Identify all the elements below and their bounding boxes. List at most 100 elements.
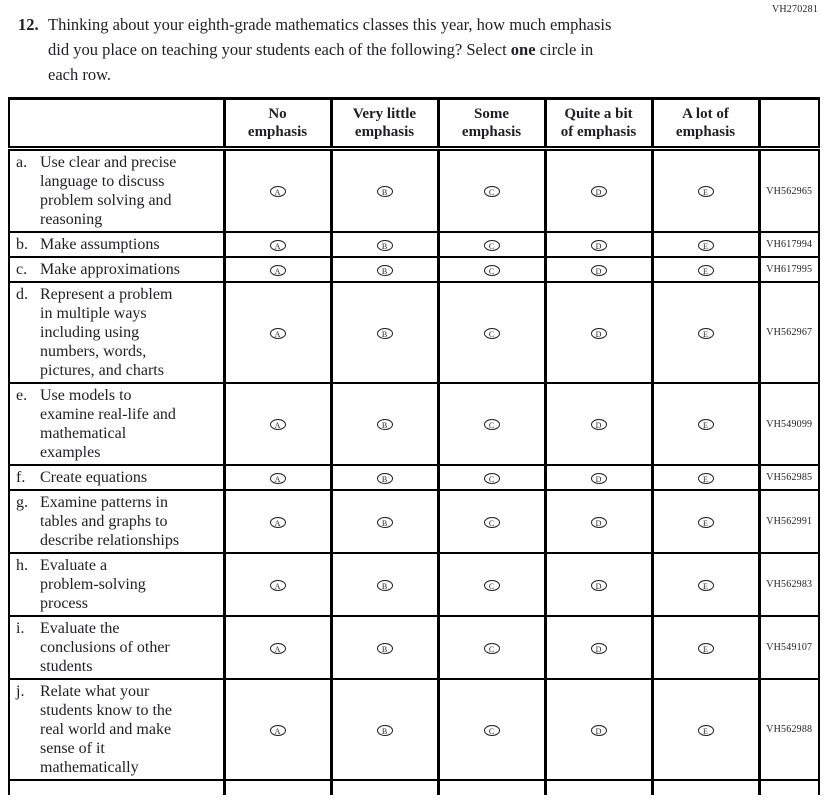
row-letter: e. [16, 387, 28, 404]
header-code-cell [758, 97, 820, 151]
option-cell-d: D [543, 281, 654, 384]
row-code: VH562983 [758, 552, 820, 617]
option-cell-c: C [436, 615, 547, 680]
option-bubble-b[interactable]: B [376, 579, 393, 591]
row-code: VH562985 [758, 464, 820, 491]
option-bubble-c[interactable]: C [483, 186, 500, 197]
option-bubble-c[interactable]: C [483, 724, 500, 736]
table-row: a. Use clear and precise language to dis… [8, 147, 820, 233]
option-bubble-b[interactable]: B [376, 327, 393, 339]
option-bubble-d[interactable]: D [590, 327, 607, 339]
option-bubble-a[interactable]: A [269, 516, 286, 528]
option-bubble-d[interactable]: D [590, 186, 607, 197]
option-cell-e: E [650, 256, 761, 283]
option-cell-b: B [329, 464, 440, 491]
option-cell-e: E [650, 231, 761, 258]
question-text: Thinking about your eighth-grade mathema… [48, 12, 778, 87]
option-bubble-a[interactable]: A [269, 419, 286, 430]
option-bubble-b[interactable]: B [376, 642, 393, 654]
row-label-cell: f. Create equations [8, 464, 225, 491]
option-bubble-d[interactable]: D [590, 724, 607, 736]
option-bubble-c[interactable]: C [483, 419, 500, 430]
row-label: Examine patterns in tables and graphs to… [40, 494, 180, 549]
cut-off-row [8, 779, 820, 795]
option-bubble-a[interactable]: A [269, 472, 286, 484]
table-row: e. Use models to examine real-life and m… [8, 382, 820, 466]
row-code: VH549107 [758, 615, 820, 680]
option-bubble-a[interactable]: A [269, 239, 286, 251]
option-bubble-a[interactable]: A [269, 724, 286, 736]
option-bubble-a[interactable]: A [269, 264, 286, 276]
option-bubble-c[interactable]: C [483, 579, 500, 591]
option-bubble-e[interactable]: E [697, 579, 714, 591]
option-bubble-e[interactable]: E [697, 419, 714, 430]
option-cell-b: B [329, 382, 440, 466]
option-bubble-d[interactable]: D [590, 642, 607, 654]
row-label: Evaluate the conclusions of other studen… [40, 620, 170, 675]
option-bubble-e[interactable]: E [697, 186, 714, 197]
option-bubble-b[interactable]: B [376, 472, 393, 484]
option-bubble-d[interactable]: D [590, 239, 607, 251]
option-cell-c: C [436, 281, 547, 384]
row-code: VH562991 [758, 489, 820, 554]
option-cell-a: A [222, 231, 333, 258]
row-code: VH562965 [758, 147, 820, 233]
option-cell-c: C [436, 678, 547, 781]
option-bubble-d[interactable]: D [590, 516, 607, 528]
option-cell-b: B [329, 147, 440, 233]
table-row: j. Relate what your students know to the… [8, 678, 820, 781]
question-text-after: circle in each row. [48, 40, 594, 84]
option-cell-b: B [329, 231, 440, 258]
option-bubble-e[interactable]: E [697, 642, 714, 654]
row-letter: j. [16, 683, 25, 700]
row-label-cell: j. Relate what your students know to the… [8, 678, 225, 781]
option-cell-c: C [436, 147, 547, 233]
option-cell-d: D [543, 552, 654, 617]
option-bubble-d[interactable]: D [590, 579, 607, 591]
option-bubble-b[interactable]: B [376, 239, 393, 251]
option-bubble-e[interactable]: E [697, 472, 714, 484]
row-letter: a. [16, 154, 28, 171]
row-label-cell: i. Evaluate the conclusions of other stu… [8, 615, 225, 680]
option-cell-e: E [650, 281, 761, 384]
option-cell-e: E [650, 464, 761, 491]
row-label: Use models to examine real-life and math… [40, 387, 176, 461]
option-bubble-d[interactable]: D [590, 472, 607, 484]
question-block: 12. Thinking about your eighth-grade mat… [18, 12, 778, 87]
option-bubble-e[interactable]: E [697, 264, 714, 276]
option-bubble-c[interactable]: C [483, 239, 500, 251]
option-bubble-e[interactable]: E [697, 239, 714, 251]
option-bubble-c[interactable]: C [483, 264, 500, 276]
row-label-cell: d. Represent a problem in multiple ways … [8, 281, 225, 384]
option-bubble-a[interactable]: A [269, 327, 286, 339]
option-cell-c: C [436, 489, 547, 554]
option-cell-c: C [436, 256, 547, 283]
table-row: i. Evaluate the conclusions of other stu… [8, 615, 820, 680]
option-bubble-c[interactable]: C [483, 327, 500, 339]
option-bubble-c[interactable]: C [483, 472, 500, 484]
option-bubble-e[interactable]: E [697, 724, 714, 736]
option-bubble-b[interactable]: B [376, 419, 393, 430]
row-label-cell: h. Evaluate a problem-solving process [8, 552, 225, 617]
option-cell-b: B [329, 281, 440, 384]
option-bubble-c[interactable]: C [483, 516, 500, 528]
row-label: Represent a problem in multiple ways inc… [40, 286, 173, 379]
option-cell-e: E [650, 489, 761, 554]
option-cell-e: E [650, 678, 761, 781]
row-label: Create equations [40, 469, 148, 486]
option-bubble-a[interactable]: A [269, 186, 286, 197]
header-corner-cell [8, 97, 225, 151]
option-bubble-b[interactable]: B [376, 516, 393, 528]
option-bubble-b[interactable]: B [376, 724, 393, 736]
header-a-lot-of-emphasis: A lot of emphasis [650, 97, 761, 151]
option-bubble-b[interactable]: B [376, 186, 393, 197]
option-bubble-b[interactable]: B [376, 264, 393, 276]
option-bubble-c[interactable]: C [483, 642, 500, 654]
option-bubble-d[interactable]: D [590, 419, 607, 430]
option-bubble-a[interactable]: A [269, 579, 286, 591]
option-cell-e: E [650, 552, 761, 617]
option-bubble-d[interactable]: D [590, 264, 607, 276]
option-bubble-e[interactable]: E [697, 516, 714, 528]
option-bubble-a[interactable]: A [269, 642, 286, 654]
option-bubble-e[interactable]: E [697, 327, 714, 339]
